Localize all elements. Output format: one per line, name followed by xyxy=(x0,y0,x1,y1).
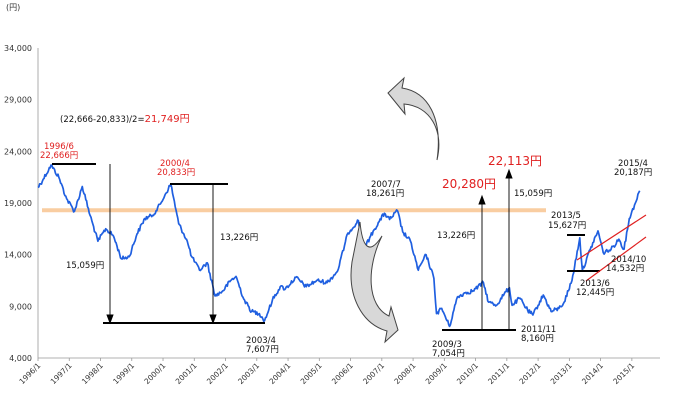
formula-result: 21,749円 xyxy=(145,114,190,125)
pt-2014-10-date: 2014/10 xyxy=(611,255,646,265)
drop-arrow-2000-head xyxy=(209,314,217,325)
peak-1996-value: 22,666円 xyxy=(40,151,78,161)
low-2011-value: 8,160円 xyxy=(521,334,554,344)
low-2009-value: 7,054円 xyxy=(432,349,465,359)
pt-2013-6-date: 2013/6 xyxy=(580,279,610,289)
formula-prefix: (22,666-20,833)/2= xyxy=(60,115,145,125)
drop-arrow-1996-head xyxy=(106,314,114,325)
x-tick-label: 2010/1 xyxy=(455,361,480,386)
x-tick-label: 2007/1 xyxy=(361,361,386,386)
x-tick-label: 2005/1 xyxy=(299,361,324,386)
low-2009-date: 2009/3 xyxy=(432,340,462,350)
peak-2007-value: 18,261円 xyxy=(366,189,404,199)
y-unit-label: (円) xyxy=(6,3,20,12)
drop-1996-label: 15,059円 xyxy=(66,261,104,271)
x-tick-label: 2000/1 xyxy=(142,361,167,386)
peak-2000-value: 20,833円 xyxy=(157,168,195,178)
x-tick-label: 2012/1 xyxy=(517,361,542,386)
x-tick-label: 2011/1 xyxy=(486,361,511,386)
peak-2007-date: 2007/7 xyxy=(371,180,401,190)
x-tick-label: 2003/1 xyxy=(236,361,261,386)
y-tick-label: 14,000 xyxy=(4,251,32,260)
curved-arrow-lower xyxy=(350,221,399,344)
pt-2013-6-value: 12,445円 xyxy=(576,288,614,298)
x-tick-label: 2002/1 xyxy=(205,361,230,386)
x-tick-label: 2008/1 xyxy=(392,361,417,386)
x-tick-label: 1999/1 xyxy=(111,361,136,386)
rise-arrow-1-head xyxy=(478,194,486,205)
y-tick-label: 24,000 xyxy=(4,147,32,156)
x-tick-label: 2009/1 xyxy=(424,361,449,386)
pt-2013-5-date: 2013/5 xyxy=(551,211,581,221)
pt-2015-4-date: 2015/4 xyxy=(618,159,648,169)
y-tick-label: 34,000 xyxy=(4,44,32,53)
target-2-label: 22,113円 xyxy=(488,154,542,168)
pt-2015-4-value: 20,187円 xyxy=(614,168,652,178)
low-2011-date: 2011/11 xyxy=(521,325,556,335)
x-tick-label: 1997/1 xyxy=(49,361,74,386)
trend-upper xyxy=(576,214,647,261)
series-line xyxy=(37,164,641,328)
pt-2014-10-value: 14,532円 xyxy=(606,264,644,274)
peak-1996-date: 1996/6 xyxy=(44,142,74,152)
x-axis: 1996/1 1997/1 1998/1 1999/1 2000/1 2001/1 2002… xyxy=(17,357,660,386)
rise-1-label: 13,226円 xyxy=(437,231,475,241)
y-axis: 34,000 29,000 24,000 19,000 14,000 9,000 4,000 xyxy=(4,44,39,363)
pt-2013-5-value: 15,627円 xyxy=(548,221,586,231)
level-lines xyxy=(52,163,600,331)
trend-lower xyxy=(585,236,647,282)
x-tick-label: 2015/1 xyxy=(611,361,636,386)
low-2003-date: 2003/4 xyxy=(246,336,276,346)
y-tick-label: 29,000 xyxy=(4,96,32,105)
trend-channel xyxy=(576,214,647,282)
x-tick-label: 2006/1 xyxy=(330,361,355,386)
measure-arrows xyxy=(106,164,513,330)
x-tick-label: 2013/1 xyxy=(549,361,574,386)
rise-2-label: 15,059円 xyxy=(514,189,552,199)
low-2003-value: 7,607円 xyxy=(246,345,279,355)
x-tick-label: 1998/1 xyxy=(80,361,105,386)
y-tick-label: 9,000 xyxy=(9,302,32,311)
x-tick-label: 1996/1 xyxy=(17,361,42,386)
formula-label: (22,666-20,833)/2=21,749円 xyxy=(60,114,190,125)
peak-2000-date: 2000/4 xyxy=(160,159,190,169)
x-tick-label: 2001/1 xyxy=(174,361,199,386)
drop-2000-label: 13,226円 xyxy=(220,233,258,243)
target-1-label: 20,280円 xyxy=(442,177,496,191)
y-tick-label: 19,000 xyxy=(4,199,32,208)
x-tick-label: 2004/1 xyxy=(267,361,292,386)
x-tick-label: 2014/1 xyxy=(580,361,605,386)
curved-arrow-upper xyxy=(387,76,440,161)
curved-arrows xyxy=(350,76,440,344)
y-tick-label: 4,000 xyxy=(9,354,32,363)
rise-arrow-2-head xyxy=(505,168,513,179)
